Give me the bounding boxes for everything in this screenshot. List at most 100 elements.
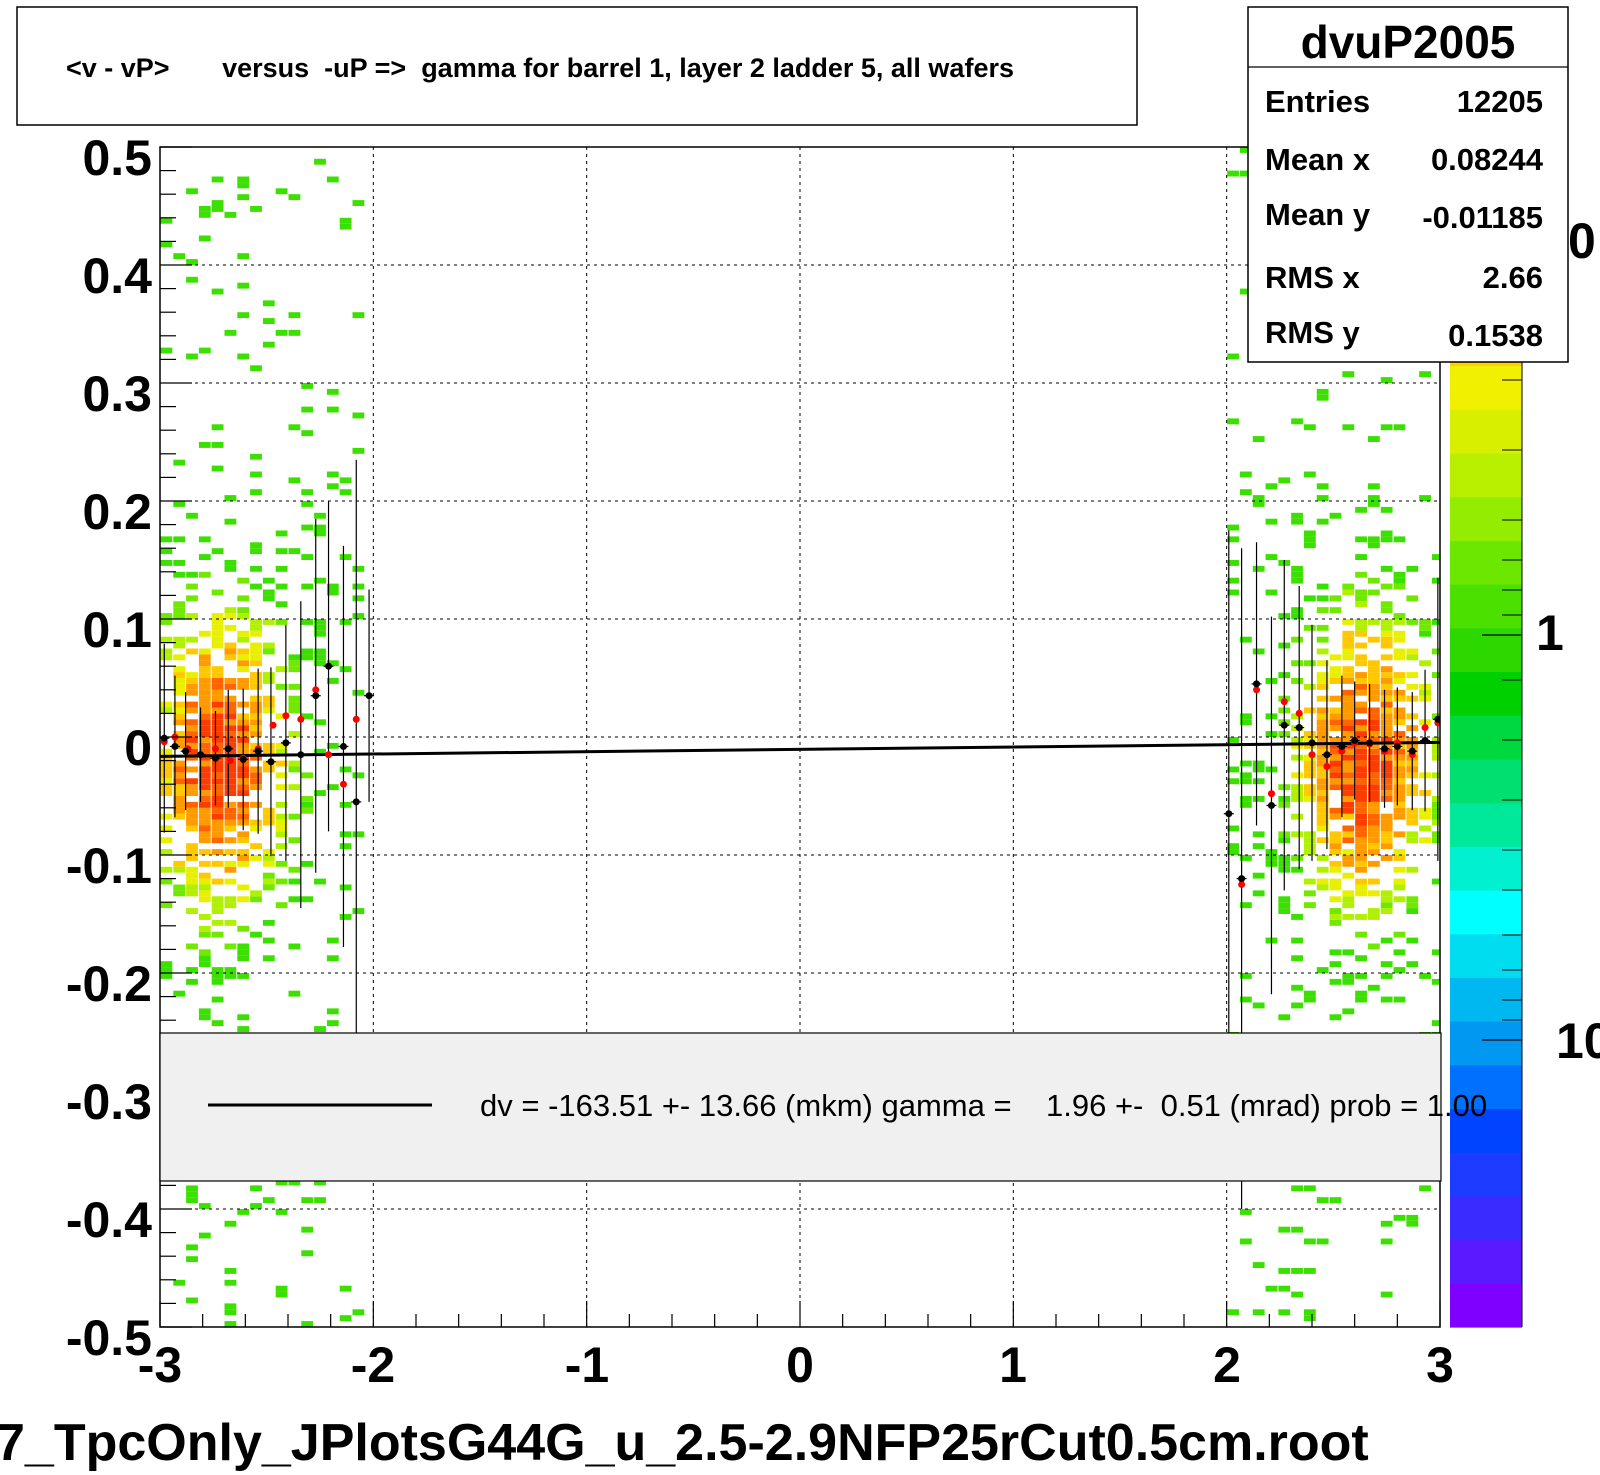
heatmap-cell bbox=[1278, 908, 1291, 914]
heatmap-cell bbox=[262, 748, 275, 755]
heatmap-cell bbox=[186, 978, 198, 985]
heatmap-cell bbox=[1227, 843, 1239, 850]
heatmap-cell bbox=[339, 1315, 352, 1322]
heatmap-cell bbox=[1316, 801, 1329, 808]
heatmap-cell bbox=[1252, 648, 1265, 655]
heatmap-cell bbox=[1316, 807, 1329, 814]
heatmap-cell bbox=[1355, 689, 1367, 696]
heatmap-cell bbox=[352, 595, 365, 602]
heatmap-cell bbox=[1406, 683, 1419, 690]
heatmap-cell bbox=[1227, 353, 1239, 360]
heatmap-cell bbox=[173, 501, 186, 507]
heatmap-cell bbox=[1316, 678, 1329, 684]
profile-point-black bbox=[1253, 680, 1261, 688]
heatmap-cell bbox=[1303, 1238, 1316, 1245]
heatmap-cell bbox=[198, 725, 211, 732]
heatmap-cell bbox=[198, 536, 211, 543]
profile-point-red bbox=[297, 715, 305, 723]
fit-line bbox=[160, 740, 1440, 758]
heatmap-cell bbox=[237, 194, 250, 201]
heatmap-cell bbox=[1393, 648, 1406, 655]
legend-box bbox=[159, 1032, 1442, 1182]
heatmap-cell bbox=[1380, 695, 1393, 702]
heatmap-cell bbox=[275, 666, 288, 673]
heatmap-cell bbox=[250, 642, 262, 649]
palette-band bbox=[1450, 671, 1522, 716]
heatmap-cell bbox=[173, 796, 186, 802]
heatmap-cell bbox=[262, 577, 275, 584]
heatmap-cell bbox=[198, 672, 211, 678]
y-tick-label: -0.5 bbox=[66, 1310, 152, 1366]
heatmap-cell bbox=[288, 760, 301, 767]
heatmap-cell bbox=[250, 624, 262, 631]
heatmap-cell bbox=[211, 825, 224, 832]
heatmap-cell bbox=[173, 807, 186, 814]
profile-point-red bbox=[211, 745, 219, 753]
heatmap-cell bbox=[160, 784, 173, 791]
heatmap-cell bbox=[1316, 672, 1329, 678]
heatmap-cell bbox=[160, 347, 173, 354]
heatmap-cell bbox=[198, 683, 211, 690]
heatmap-cell bbox=[160, 967, 173, 973]
heatmap-cell bbox=[250, 365, 262, 372]
heatmap-cell bbox=[1355, 996, 1367, 1003]
heatmap-cell bbox=[1380, 666, 1393, 673]
heatmap-cell bbox=[1367, 748, 1380, 755]
heatmap-cell bbox=[1329, 754, 1342, 761]
heatmap-cell bbox=[224, 748, 237, 755]
heatmap-cell bbox=[1380, 707, 1393, 714]
heatmap-cell bbox=[250, 683, 262, 690]
heatmap-cell bbox=[1406, 565, 1419, 572]
heatmap-cell bbox=[250, 896, 262, 903]
profile-point-black bbox=[1267, 801, 1275, 809]
profile-point-red bbox=[1253, 686, 1261, 694]
profile-point-black bbox=[224, 745, 232, 753]
heatmap-cell bbox=[1380, 760, 1393, 767]
heatmap-cell bbox=[1291, 565, 1303, 572]
heatmap-cell bbox=[1393, 707, 1406, 714]
heatmap-cell bbox=[1367, 695, 1380, 702]
heatmap-cell bbox=[1355, 955, 1367, 962]
heatmap-cell bbox=[1355, 778, 1367, 785]
heatmap-cell bbox=[1227, 766, 1239, 773]
palette-band bbox=[1450, 540, 1522, 585]
heatmap-cell bbox=[1367, 678, 1380, 684]
heatmap-cell bbox=[1329, 837, 1342, 844]
heatmap-cell bbox=[288, 813, 301, 820]
heatmap-cell bbox=[198, 742, 211, 749]
heatmap-cell bbox=[211, 548, 224, 555]
heatmap-cell bbox=[1355, 837, 1367, 844]
heatmap-cell bbox=[1431, 648, 1440, 655]
heatmap-cell bbox=[237, 636, 250, 643]
heatmap-cell bbox=[160, 973, 173, 979]
heatmap-cell bbox=[1380, 583, 1393, 590]
heatmap-cell bbox=[237, 660, 250, 667]
heatmap-cell bbox=[301, 896, 314, 903]
profile-point-black bbox=[1225, 810, 1233, 818]
heatmap-cell bbox=[1406, 896, 1419, 903]
heatmap-cell bbox=[1355, 790, 1367, 796]
heatmap-cell bbox=[1329, 748, 1342, 755]
heatmap-cell bbox=[211, 678, 224, 684]
heatmap-cell bbox=[1303, 890, 1316, 897]
heatmap-cell bbox=[211, 807, 224, 814]
heatmap-cell bbox=[198, 801, 211, 808]
heatmap-cell bbox=[1367, 619, 1380, 625]
heatmap-cell bbox=[1329, 772, 1342, 779]
heatmap-cell bbox=[1316, 772, 1329, 779]
heatmap-cell bbox=[1380, 973, 1393, 979]
heatmap-cell bbox=[1355, 878, 1367, 885]
heatmap-cell bbox=[173, 990, 186, 997]
heatmap-cell bbox=[1342, 872, 1355, 879]
profile-point-black bbox=[211, 754, 219, 762]
heatmap-cell bbox=[1393, 813, 1406, 820]
palette-band bbox=[1450, 933, 1522, 978]
heatmap-cell bbox=[1393, 855, 1406, 861]
heatmap-cell bbox=[1291, 518, 1303, 525]
heatmap-cell bbox=[237, 943, 250, 950]
palette-band bbox=[1450, 452, 1522, 498]
heatmap-cell bbox=[326, 742, 339, 749]
heatmap-cell bbox=[1316, 778, 1329, 785]
heatmap-cell bbox=[1393, 790, 1406, 796]
heatmap-cell bbox=[1329, 725, 1342, 732]
